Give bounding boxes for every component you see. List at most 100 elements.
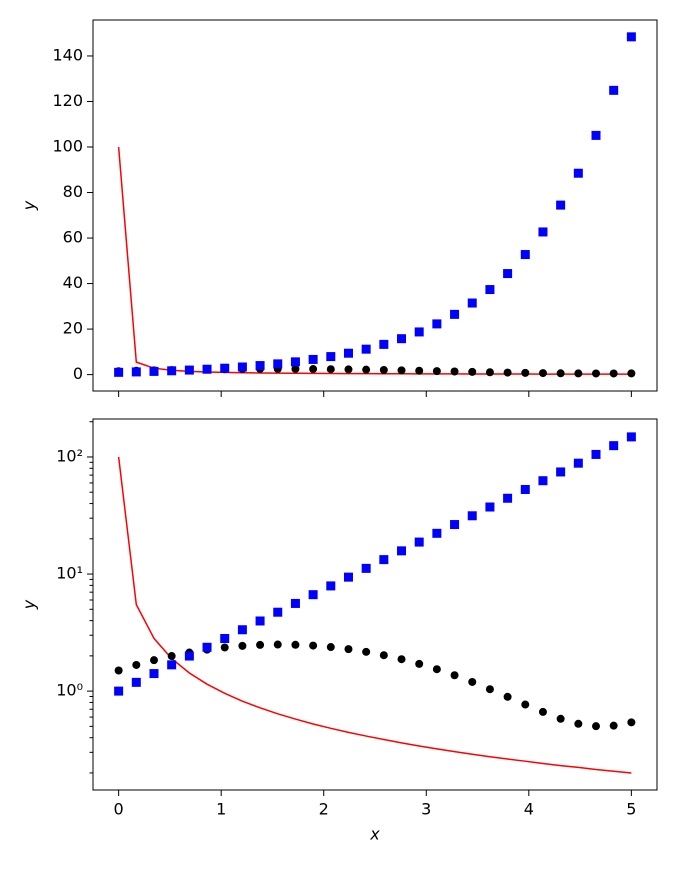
point — [114, 367, 124, 377]
y-tick-label: 10² — [56, 446, 83, 465]
point — [397, 655, 406, 664]
point — [627, 369, 636, 378]
y-tick-label: 140 — [52, 45, 83, 64]
point — [521, 700, 530, 709]
point — [379, 555, 389, 565]
point — [432, 665, 441, 674]
point — [202, 364, 212, 374]
axes-frame — [92, 19, 658, 392]
point — [290, 357, 300, 367]
point — [344, 645, 353, 654]
x-tick-label: 0 — [114, 800, 124, 819]
point — [184, 365, 194, 375]
line — [117, 146, 632, 375]
x-axis-label: x — [369, 825, 380, 844]
x-tick-label: 4 — [524, 800, 534, 819]
point — [220, 363, 230, 373]
point — [309, 365, 318, 374]
point — [237, 362, 247, 372]
point — [573, 458, 583, 468]
point — [343, 348, 353, 358]
point — [308, 354, 318, 364]
point — [609, 369, 618, 378]
point — [237, 625, 247, 635]
point — [485, 368, 494, 377]
plot-area — [114, 32, 636, 378]
point — [397, 334, 407, 344]
point — [361, 344, 371, 354]
point — [114, 686, 124, 696]
point — [131, 677, 141, 687]
point — [273, 640, 282, 649]
plot-area — [114, 432, 636, 774]
point — [503, 692, 512, 701]
point — [538, 707, 547, 716]
point — [556, 467, 566, 477]
point — [326, 643, 335, 652]
point — [344, 365, 353, 374]
point — [538, 369, 547, 378]
y-tick-label: 10¹ — [56, 564, 83, 583]
point — [362, 647, 371, 656]
y-tick-label: 100 — [52, 137, 83, 156]
point — [132, 660, 141, 669]
y-tick-label: 80 — [63, 182, 83, 201]
y-axis-label: y — [20, 200, 39, 211]
y-axis-label: y — [20, 599, 39, 610]
point — [556, 369, 565, 378]
point — [291, 640, 300, 649]
point — [184, 651, 194, 661]
point — [485, 285, 495, 295]
point — [167, 660, 177, 670]
axes-frame — [92, 418, 658, 791]
point — [273, 607, 283, 617]
point — [379, 366, 388, 375]
point — [556, 200, 566, 210]
point — [379, 651, 388, 660]
point — [538, 476, 548, 486]
point — [414, 327, 424, 337]
point — [379, 339, 389, 349]
point — [450, 309, 460, 319]
point — [520, 250, 530, 260]
point — [521, 368, 530, 377]
point — [114, 666, 123, 675]
point — [361, 563, 371, 573]
point — [308, 590, 318, 600]
point — [167, 366, 177, 376]
y-tick-label: 40 — [63, 273, 83, 292]
point — [326, 365, 335, 374]
point — [238, 641, 247, 650]
line — [117, 456, 632, 774]
point — [362, 365, 371, 374]
y-tick-label: 10⁰ — [56, 681, 83, 700]
point — [592, 722, 601, 731]
point — [468, 677, 477, 686]
point — [609, 441, 619, 451]
y-tick-label: 60 — [63, 228, 83, 247]
x-tick-label: 1 — [216, 800, 226, 819]
point — [432, 367, 441, 376]
point — [467, 298, 477, 308]
point — [609, 85, 619, 95]
point — [220, 643, 229, 652]
point — [556, 714, 565, 723]
point — [343, 572, 353, 582]
point — [149, 656, 158, 665]
point — [149, 366, 159, 376]
x-tick-label: 2 — [319, 800, 329, 819]
point — [485, 502, 495, 512]
point — [609, 721, 618, 730]
point — [291, 364, 300, 373]
point — [202, 642, 212, 652]
point — [131, 367, 141, 377]
point — [414, 537, 424, 547]
point — [167, 652, 176, 661]
point — [415, 366, 424, 375]
point — [503, 368, 512, 377]
point — [574, 369, 583, 378]
point — [627, 718, 636, 727]
point — [432, 319, 442, 329]
point — [220, 634, 230, 644]
y-tick-label: 20 — [63, 319, 83, 338]
